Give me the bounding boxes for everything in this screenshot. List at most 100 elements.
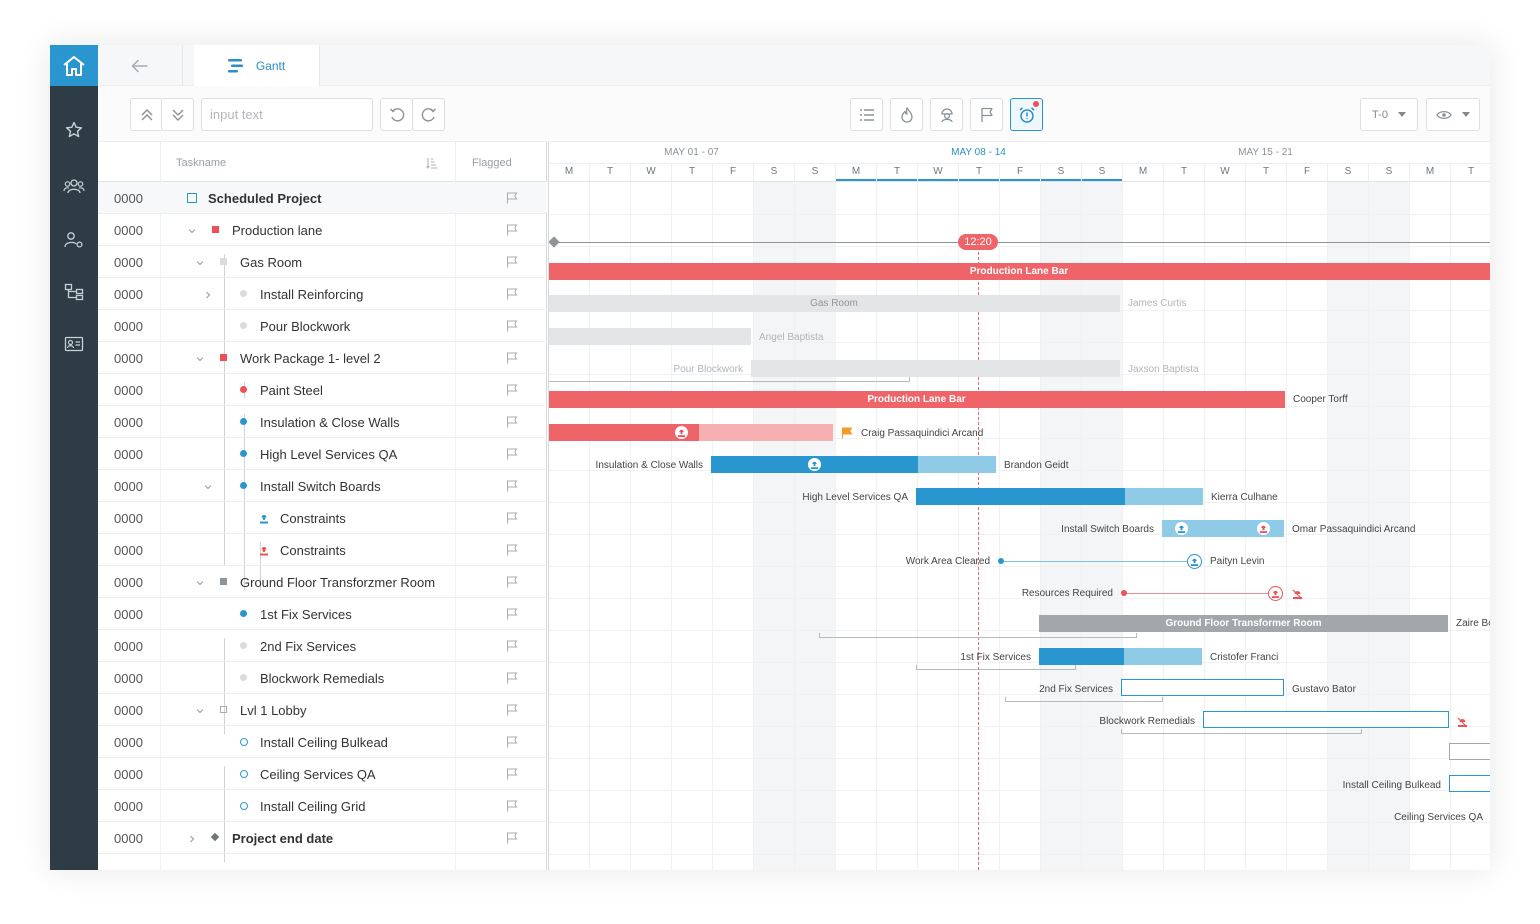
task-row[interactable]: 0000 Lvl 1 Lobby (98, 694, 547, 726)
worker-icon[interactable] (1257, 522, 1270, 535)
task-row[interactable]: 0000 Ground Floor Transforzmer Room (98, 566, 547, 598)
task-row[interactable]: 0000 Insulation & Close Walls (98, 406, 547, 438)
flag-icon[interactable] (506, 384, 518, 399)
chevron-down-icon[interactable] (195, 352, 205, 362)
flag-icon[interactable] (506, 800, 518, 815)
task-row[interactable]: 0000 Production lane (98, 214, 547, 246)
first-fix-remaining[interactable] (1124, 648, 1202, 665)
time-filter-dropdown[interactable]: T-0 (1360, 98, 1418, 131)
flag-icon[interactable] (506, 288, 518, 303)
favorites-button[interactable] (50, 113, 98, 147)
insulation-remaining[interactable] (918, 456, 996, 473)
flag-icon[interactable] (506, 832, 518, 847)
flag-icon[interactable] (506, 768, 518, 783)
flag-icon[interactable] (506, 256, 518, 271)
task-row[interactable]: 0000 Install Ceiling Bulkead (98, 726, 547, 758)
blockwork-remedials-bar[interactable] (1203, 711, 1449, 728)
first-fix-progress[interactable] (1039, 648, 1124, 665)
switch-boards-bar[interactable] (1162, 520, 1284, 537)
alerts-button[interactable] (1010, 98, 1043, 131)
chevron-down-icon[interactable] (187, 224, 197, 234)
flag-icon[interactable] (506, 608, 518, 623)
worker-icon[interactable] (675, 426, 688, 439)
task-row[interactable]: 0000 Work Package 1- level 2 (98, 342, 547, 374)
back-button[interactable] (98, 45, 183, 86)
install-reinforcing-bar[interactable] (548, 328, 751, 345)
flag-icon[interactable] (506, 736, 518, 751)
flag-icon[interactable] (506, 544, 518, 559)
task-row[interactable]: 0000 Constraints (98, 502, 547, 534)
resources-button[interactable] (930, 98, 963, 131)
chevron-down-icon[interactable] (195, 256, 205, 266)
lvl1-lobby-bar[interactable] (1449, 743, 1490, 760)
critical-path-button[interactable] (890, 98, 923, 131)
ceiling-bulkead-bar[interactable] (1449, 775, 1490, 792)
col-flagged[interactable]: Flagged (472, 157, 512, 169)
worker-icon[interactable] (808, 458, 821, 471)
worker-icon[interactable] (1187, 554, 1202, 569)
flag-icon[interactable] (506, 576, 518, 591)
task-row[interactable]: 0000 Install Switch Boards (98, 470, 547, 502)
worker-icon[interactable] (1268, 586, 1283, 601)
flag-icon[interactable] (841, 426, 853, 444)
task-row[interactable]: 0000 Install Ceiling Grid (98, 790, 547, 822)
worker-icon[interactable] (1175, 522, 1188, 535)
flag-icon[interactable] (506, 416, 518, 431)
col-taskname[interactable]: Taskname (176, 157, 227, 169)
flag-icon[interactable] (506, 352, 518, 367)
task-row[interactable]: 0000 High Level Services QA (98, 438, 547, 470)
flag-icon[interactable] (506, 704, 518, 719)
gas-room-bar[interactable]: Gas Room (548, 295, 1120, 312)
list-view-button[interactable] (850, 98, 883, 131)
hierarchy-button[interactable] (50, 275, 98, 309)
production-lane-bar[interactable]: Production Lane Bar (548, 263, 1490, 280)
unassigned-icon[interactable] (1292, 587, 1303, 605)
flag-icon[interactable] (506, 224, 518, 239)
unassigned-icon[interactable] (1457, 715, 1468, 733)
collapse-all-button[interactable] (130, 98, 163, 131)
task-row[interactable]: 0000 1st Fix Services (98, 598, 547, 630)
paint-steel-progress[interactable] (548, 424, 699, 441)
home-button[interactable] (50, 45, 98, 86)
expand-all-button[interactable] (161, 98, 194, 131)
chevron-down-icon[interactable] (195, 576, 205, 586)
search-input[interactable] (201, 98, 373, 131)
task-row[interactable]: 0000 Pour Blockwork (98, 310, 547, 342)
task-row[interactable]: 0000 Blockwork Remedials (98, 662, 547, 694)
task-row[interactable]: 0000 Scheduled Project (98, 182, 547, 214)
ground-floor-bar[interactable]: Ground Floor Transformer Room (1039, 615, 1448, 632)
flag-icon[interactable] (506, 512, 518, 527)
work-package-bar[interactable]: Production Lane Bar (548, 391, 1285, 408)
view-options-dropdown[interactable] (1426, 98, 1480, 131)
chevron-right-icon[interactable] (187, 832, 197, 843)
hlsqa-progress[interactable] (916, 488, 1125, 505)
flag-icon[interactable] (506, 480, 518, 495)
tab-gantt[interactable]: Gantt (194, 45, 320, 86)
undo-button[interactable] (380, 98, 413, 131)
task-row[interactable]: 0000 Ceiling Services QA (98, 758, 547, 790)
flag-icon[interactable] (506, 640, 518, 655)
sort-icon[interactable] (426, 157, 438, 172)
task-row[interactable]: 0000 Paint Steel (98, 374, 547, 406)
task-row[interactable]: 0000 Project end date (98, 822, 547, 854)
task-row[interactable]: 0000 Install Reinforcing (98, 278, 547, 310)
pour-blockwork-bar[interactable] (751, 360, 1120, 377)
milestones-button[interactable] (970, 98, 1003, 131)
paint-steel-remaining[interactable] (699, 424, 833, 441)
hlsqa-remaining[interactable] (1125, 488, 1203, 505)
flag-icon[interactable] (506, 320, 518, 335)
chevron-right-icon[interactable] (203, 288, 213, 299)
task-row[interactable]: 0000 2nd Fix Services (98, 630, 547, 662)
chevron-down-icon[interactable] (203, 480, 213, 490)
contact-card-button[interactable] (50, 327, 98, 361)
flag-icon[interactable] (506, 672, 518, 687)
flag-icon[interactable] (506, 448, 518, 463)
flag-icon[interactable] (506, 192, 518, 207)
chevron-down-icon[interactable] (195, 704, 205, 714)
user-settings-button[interactable] (50, 223, 98, 257)
redo-button[interactable] (412, 98, 445, 131)
second-fix-bar[interactable] (1121, 679, 1284, 696)
task-row[interactable]: 0000 Gas Room (98, 246, 547, 278)
task-row[interactable]: 0000 Constraints (98, 534, 547, 566)
team-button[interactable] (50, 169, 98, 203)
